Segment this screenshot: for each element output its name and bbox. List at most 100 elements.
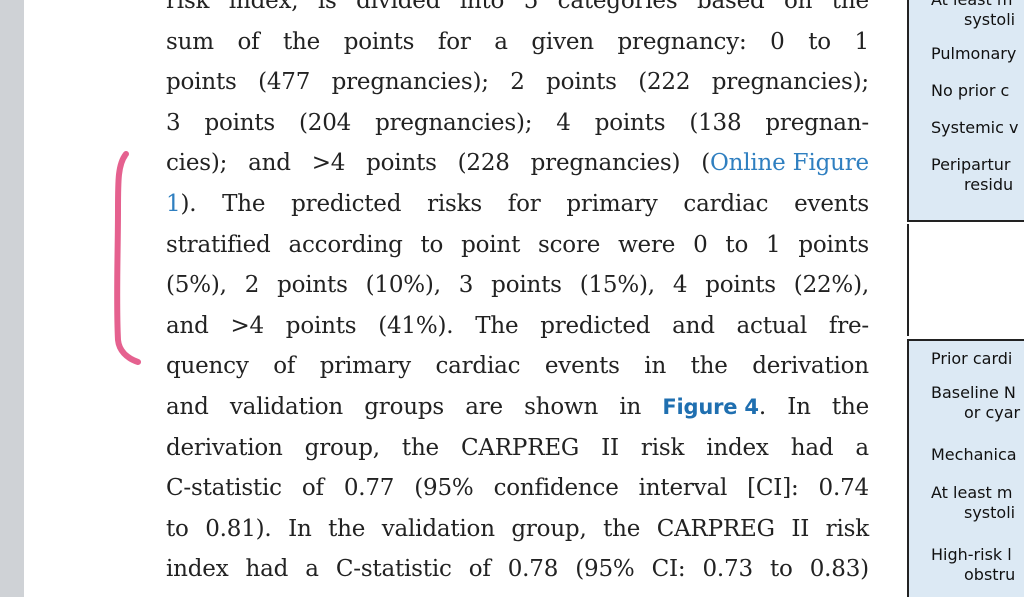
word: (228 <box>457 150 510 177</box>
word: predicted <box>291 190 402 217</box>
online-figure-link-end: 1). <box>166 190 197 217</box>
word: derivation <box>752 353 869 380</box>
online-figure-link[interactable]: Online Figure <box>709 150 869 177</box>
word: are <box>465 393 503 420</box>
word: >4 <box>230 312 264 339</box>
word: and <box>166 312 209 339</box>
word: C-statistic <box>335 556 452 583</box>
online-figure-link-number[interactable]: 1 <box>166 190 181 217</box>
text-line: stratified according to point score were 0 to 1 p… <box>166 225 869 266</box>
document-page <box>24 0 1024 597</box>
word: events <box>794 190 869 217</box>
text-line: and validation groups are shown in Figure 4. In… <box>166 387 869 428</box>
word: derivation <box>166 434 283 461</box>
word: point <box>461 231 521 258</box>
word: risk <box>825 515 869 542</box>
word: pregnancies) <box>530 150 681 177</box>
word: predicted <box>540 312 651 339</box>
word: points <box>798 231 869 258</box>
word: 4 <box>672 272 688 299</box>
word: 0.81). <box>205 515 272 542</box>
word: pregnancy: <box>617 28 747 55</box>
table-row-label: systoli <box>964 503 1016 522</box>
word: (204 <box>299 109 352 136</box>
word: (95% <box>575 556 635 583</box>
table-row-label: Mechanica <box>931 445 1017 464</box>
word: 0.78 <box>507 556 559 583</box>
text-line: C-statistic of 0.77 (95% confidence interval [… <box>166 468 869 509</box>
word: the <box>603 515 641 542</box>
word: the <box>831 393 869 420</box>
word: points <box>166 69 237 96</box>
word: cies); <box>166 150 228 177</box>
word: of <box>301 475 324 502</box>
word: the <box>401 434 439 461</box>
table-row-label: At least m <box>931 0 1012 10</box>
word: 2 <box>244 272 260 299</box>
table-row-label: Prior cardi <box>931 349 1013 368</box>
word: points <box>705 272 776 299</box>
table-row-label: or cyar <box>964 403 1021 422</box>
word: CARPREG <box>461 434 580 461</box>
word: (41%). <box>378 312 454 339</box>
text-line: to 0.81). In the validation group, the CARPREG I… <box>166 509 869 550</box>
word: based <box>696 0 765 14</box>
word: a <box>494 28 508 55</box>
word: pregnancies); <box>375 109 533 136</box>
word: and <box>248 150 291 177</box>
word: 2 <box>510 69 525 96</box>
word: 5 <box>523 0 539 14</box>
word: divided <box>356 0 441 14</box>
table-row-label: obstru <box>964 565 1016 584</box>
word: >4 <box>311 150 346 177</box>
word: had <box>245 556 289 583</box>
table-sidebar: At least msystoliPulmonaryNo prior cSyst… <box>907 0 1024 597</box>
word: The <box>475 312 519 339</box>
table-row-label: Baseline N <box>931 383 1016 402</box>
word: points <box>491 272 562 299</box>
word: for <box>507 190 541 217</box>
online-figure-link-wrapper: (Online Figure <box>701 150 869 177</box>
word: the <box>328 515 366 542</box>
left-gutter <box>0 0 24 597</box>
text-line: derivation group, the CARPREG II risk index had… <box>166 428 869 469</box>
text-line: index had a C-statistic of 0.78 (95% CI: 0.73 to 0… <box>166 549 869 590</box>
word: 0.77 <box>343 475 395 502</box>
text-line: 1). The predicted risks for primary cardiac eve… <box>166 184 869 225</box>
word: primary <box>566 190 658 217</box>
word: 3 <box>166 109 181 136</box>
word: to <box>420 231 444 258</box>
figure-4-link[interactable]: Figure 4 <box>662 394 759 419</box>
word: (222 <box>638 69 691 96</box>
word: (5%), <box>166 272 227 299</box>
word: a <box>855 434 869 461</box>
word: 3 <box>458 272 474 299</box>
table-blank-cell <box>907 224 1024 336</box>
word: pregnancies); <box>331 69 489 96</box>
word: points <box>546 69 617 96</box>
word: events <box>544 353 620 380</box>
word: cardiac <box>683 190 769 217</box>
word: pregnancies); <box>711 69 869 96</box>
word: (10%), <box>365 272 441 299</box>
word: in <box>644 353 667 380</box>
word: groups <box>364 393 444 420</box>
word: In <box>288 515 312 542</box>
word: categories <box>557 0 678 14</box>
article-body-text: risk index, is divided into 5 categories based o… <box>166 0 869 590</box>
figure-4-link-wrapper: Figure 4. <box>662 393 766 420</box>
word: the <box>690 353 728 380</box>
word: 0 <box>770 28 785 55</box>
word: CARPREG <box>656 515 775 542</box>
word: points <box>277 272 348 299</box>
word: fre- <box>828 312 869 339</box>
table-row-label: Systemic v <box>931 118 1019 137</box>
word: validation <box>381 515 495 542</box>
word: had <box>790 434 834 461</box>
word: and <box>166 393 209 420</box>
word: pregnan- <box>765 109 869 136</box>
table-row-label: High-risk l <box>931 545 1012 564</box>
word: on <box>784 0 813 14</box>
word: cardiac <box>435 353 521 380</box>
